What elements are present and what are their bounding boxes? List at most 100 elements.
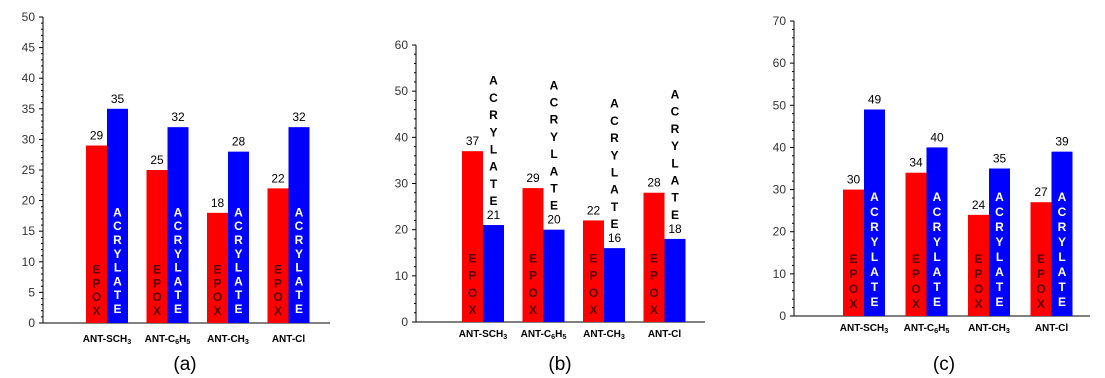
vertical-letter: Y [234,247,242,261]
vertical-letter: A [295,274,304,288]
vertical-letter: E [113,302,121,316]
vertical-letter: O [92,290,101,304]
vertical-letter: A [870,265,879,279]
category-label: ANT-SCH3 [83,334,131,346]
category-label: ANT-Cl [272,334,306,345]
vertical-letter: A [295,205,304,219]
value-label: 32 [292,110,306,124]
y-tick-label: 50 [773,98,787,112]
vertical-letter: A [610,97,619,111]
y-tick-label: 20 [773,225,787,239]
category-label: ANT-SCH3 [459,329,507,341]
vertical-letter: A [174,205,183,219]
bar-epox [1030,202,1052,316]
bar-acrylate [1051,151,1073,316]
y-tick-label: 45 [22,41,36,55]
vertical-letter: E [1037,252,1045,266]
bar-acrylate [107,108,128,323]
vertical-letter: C [113,219,122,233]
y-tick-label: 5 [28,285,35,299]
vertical-letter: Y [933,235,941,249]
value-label: 24 [972,198,986,212]
category-label: ANT-CH3 [968,323,1010,335]
vertical-letter: Y [870,235,878,249]
y-tick-label: 35 [22,102,36,116]
vertical-letter: E [870,295,878,309]
y-tick-label: 40 [395,130,409,144]
vertical-letter: A [550,164,559,178]
vertical-letter: X [650,303,658,317]
bar-acrylate [228,151,249,323]
value-label: 16 [608,231,622,245]
vertical-letter: E [550,199,558,213]
value-label: 49 [868,93,882,107]
vertical-letter: O [528,286,537,300]
value-label: 40 [930,130,944,144]
vertical-letter: C [995,205,1004,219]
y-tick-label: 20 [395,223,409,237]
vertical-letter: X [274,304,282,318]
category-label: ANT-Cl [648,329,682,340]
value-label: 25 [150,153,164,167]
vertical-letter: Y [1058,235,1066,249]
vertical-letter: E [610,217,618,231]
y-tick-label: 70 [773,14,787,28]
bar-acrylate [167,127,189,323]
vertical-letter: L [114,261,121,275]
vertical-letter: E [274,263,282,277]
bar-epox [462,151,483,322]
y-tick-label: 40 [22,71,36,85]
value-label: 35 [993,152,1007,166]
vertical-letter: A [610,183,619,197]
vertical-letter: E [234,302,242,316]
vertical-letter: Y [113,247,121,261]
y-tick-label: 0 [28,316,35,330]
vertical-letter: A [995,265,1004,279]
vertical-letter: E [912,252,920,266]
vertical-letter: E [153,263,161,277]
vertical-letter: O [849,282,858,296]
bar-epox [86,145,107,323]
value-label: 27 [1034,185,1048,199]
value-label: 28 [647,176,661,190]
vertical-letter: A [995,190,1004,204]
y-tick-label: 50 [395,84,409,98]
vertical-letter: R [489,108,498,122]
value-label: 21 [487,208,501,222]
vertical-letter: C [550,95,559,109]
vertical-letter: P [153,276,161,290]
vertical-letter: A [1058,190,1067,204]
panel-label: (b) [548,354,571,375]
vertical-letter: E [849,252,857,266]
bar-epox [643,192,665,322]
bar-acrylate [483,225,504,322]
y-tick-label: 0 [401,315,408,329]
vertical-letter: T [933,280,941,294]
value-label: 18 [211,196,225,210]
bar-epox [968,214,989,316]
y-tick-label: 40 [773,140,787,154]
vertical-letter: E [529,251,537,265]
category-label: ANT-CH3 [583,329,625,341]
vertical-letter: X [153,304,161,318]
vertical-letter: T [1058,280,1066,294]
value-label: 39 [1055,135,1069,149]
panel-label: (c) [933,354,955,375]
category-label: ANT-CH3 [207,334,249,346]
vertical-letter: T [611,200,619,214]
bar-epox [843,189,864,316]
bar-acrylate [664,238,686,322]
vertical-letter: P [92,276,100,290]
y-tick-label: 50 [22,10,36,24]
vertical-letter: E [92,263,100,277]
